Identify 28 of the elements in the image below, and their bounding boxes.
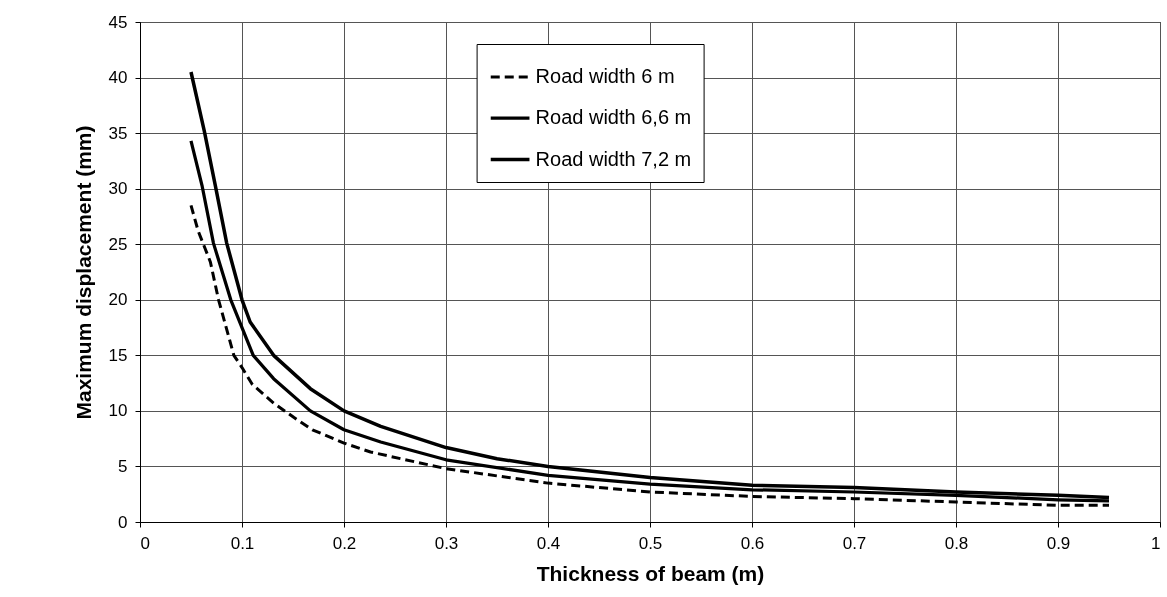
y-tick-label: 25	[108, 234, 128, 254]
y-tick-label: 40	[108, 68, 128, 88]
line-series	[189, 203, 1111, 507]
x-tick-label: 0	[140, 533, 150, 553]
x-axis-title: Thickness of beam (m)	[536, 561, 765, 585]
y-axis-title: Maximum displacement (mm)	[71, 125, 95, 420]
legend-label: Road width 6 m	[535, 65, 675, 87]
x-tick-label: 0.1	[230, 533, 255, 553]
y-tick-label: 20	[108, 290, 128, 310]
y-tick-label: 5	[118, 456, 128, 476]
x-tick-label: 0.5	[638, 533, 663, 553]
x-tick-label: 0.2	[332, 533, 357, 553]
legend-label: Road width 6,6 m	[535, 106, 692, 128]
x-tick-label: 0.7	[842, 533, 867, 553]
x-tick-label: 0.8	[944, 533, 969, 553]
x-tick-label: 0.9	[1046, 533, 1071, 553]
x-tick-label: 0.6	[740, 533, 765, 553]
y-tick-label: 0	[118, 512, 128, 532]
y-tick-label: 30	[108, 179, 128, 199]
x-tick-label: 1	[1151, 533, 1161, 553]
y-tick-label: 45	[108, 12, 128, 32]
y-tick-label: 35	[108, 123, 128, 143]
legend-label: Road width 7,2 m	[535, 147, 692, 170]
y-tick-label: 15	[108, 345, 128, 365]
y-tick-label: 10	[108, 401, 128, 421]
line-series	[189, 70, 1111, 500]
x-tick-label: 0.4	[536, 533, 561, 553]
x-tick-label: 0.3	[434, 533, 459, 553]
